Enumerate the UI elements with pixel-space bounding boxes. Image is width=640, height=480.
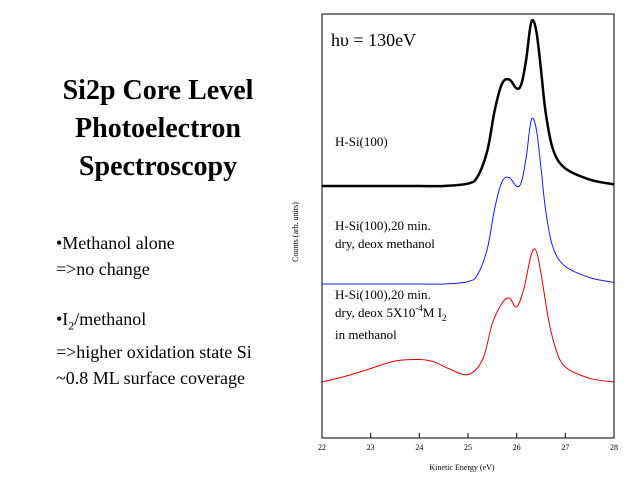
title-line-2: Photoelectron: [75, 113, 241, 144]
title-line-3: Spectroscopy: [78, 151, 238, 182]
x-tick-label-24: 24: [415, 443, 423, 452]
x-axis-tick-labels: 22 23 24 25 26 27 28: [318, 443, 618, 452]
title-line-1: Si2p Core Level: [62, 75, 254, 106]
y-axis-label: Counts (arb. units): [291, 202, 300, 262]
bullet-iodine-line-1: •I2/methanol: [56, 309, 147, 333]
x-tick-label-26: 26: [513, 443, 521, 452]
series-1-line: [322, 18, 615, 188]
series-3-label-line-2: dry, deox 5X10-4M I2: [335, 303, 447, 323]
x-axis-ticks: [321, 433, 615, 438]
x-tick-label-23: 23: [367, 443, 375, 452]
series-3-label-line-3: in methanol: [335, 327, 397, 342]
x-tick-label-28: 28: [610, 443, 618, 452]
x-tick-label-25: 25: [464, 443, 472, 452]
series-3-line: [321, 248, 615, 383]
bullet-iodine: •I2/methanol =>higher oxidation state Si…: [56, 306, 252, 391]
bullet-iodine-line-3: ~0.8 ML surface coverage: [56, 367, 245, 388]
x-tick-label-22: 22: [318, 443, 326, 452]
series-2-line: [322, 117, 615, 285]
x-tick-label-27: 27: [561, 443, 569, 452]
bullet-methanol-line-2: =>no change: [56, 259, 150, 279]
series-lines: [321, 18, 615, 383]
bullet-methanol: •Methanol alone =>no change: [56, 230, 175, 282]
series-3-label-line-1: H-Si(100),20 min.: [335, 287, 431, 302]
bullet-methanol-line-1: •Methanol alone: [56, 233, 175, 253]
bullet-iodine-line-2: =>higher oxidation state Si: [56, 341, 252, 362]
x-axis-label: Kinetic Energy (eV): [429, 463, 494, 472]
slide-title: Si2p Core Level Photoelectron Spectrosco…: [18, 72, 298, 186]
series-2-label-line-2: dry, deox methanol: [335, 236, 435, 251]
series-1-label: H-Si(100): [335, 134, 388, 149]
series-2-label-line-1: H-Si(100),20 min.: [335, 218, 431, 233]
photon-energy-annotation: hυ = 130eV: [331, 30, 416, 50]
